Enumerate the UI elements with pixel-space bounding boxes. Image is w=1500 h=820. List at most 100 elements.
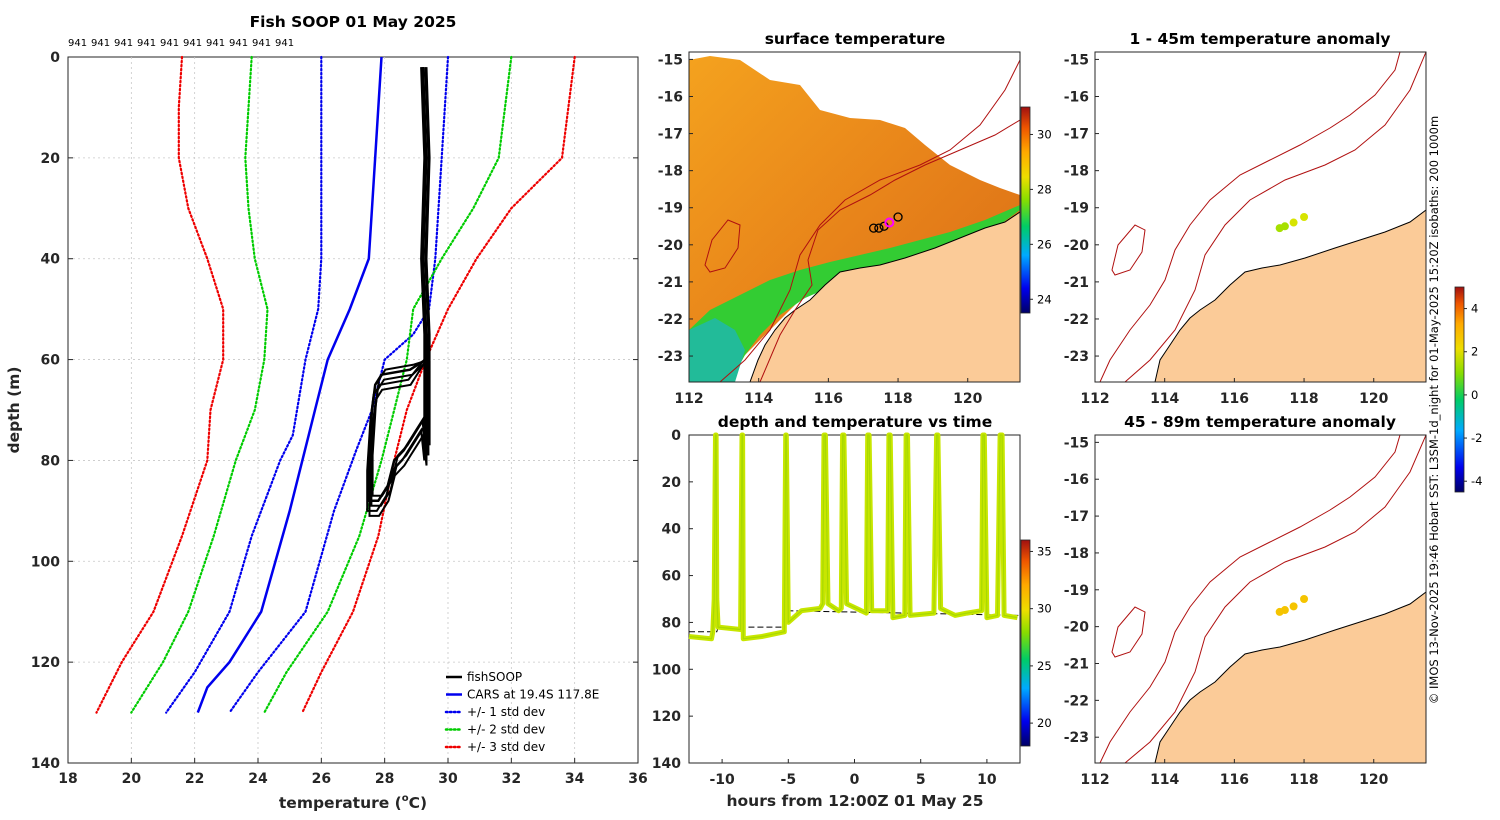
sst-map-title: surface temperature — [765, 30, 946, 48]
sst-colorbar-tick-label: 24 — [1037, 292, 1052, 306]
sst-isobath-bank — [704, 219, 741, 273]
depth-time-xlabel: hours from 12:00Z 01 May 25 — [727, 792, 984, 810]
anomaly-deep-panel: 45 - 89m temperature anomaly 112 114 116 11… — [1064, 413, 1427, 788]
anomaly-deep-x-ticks: 112 114 116 118 120 — [1080, 759, 1389, 788]
anomaly-deep-point — [1280, 606, 1289, 615]
profile-x-tick-label: 34 — [565, 771, 585, 787]
sst-colorbar-tick-label: 28 — [1037, 182, 1052, 196]
anomaly-shallow-y-tick-label: -15 — [1064, 52, 1089, 68]
anomaly-colorbar-tick-label: -2 — [1471, 431, 1482, 445]
depth-time-colorbar-tick-label: 20 — [1037, 716, 1052, 730]
anomaly-deep-point — [1300, 595, 1309, 603]
anomaly-deep-y-tick-label: -23 — [1064, 730, 1089, 746]
profile-x-tick-label: 22 — [185, 771, 204, 787]
sst-colorbar-tick-label: 26 — [1037, 237, 1052, 251]
sst-land — [749, 211, 1020, 382]
profile-legend-label: fishSOOP — [467, 670, 522, 684]
profile-legend-label: +/- 2 std dev — [467, 723, 545, 737]
profile-id-label: 941 — [91, 38, 110, 49]
depth-time-colorbar-ticks: 35 30 25 20 — [1030, 544, 1052, 730]
sst-map-y-tick-label: -18 — [658, 164, 683, 180]
sst-map-y-tick-label: -22 — [658, 312, 683, 328]
depth-time-x-tick-label: 10 — [977, 772, 997, 788]
profile-panel: Fish SOOP 01 May 2025 941 941 941 941 941 941… — [5, 13, 648, 812]
sst-map-y-tick-label: -23 — [658, 349, 683, 365]
anomaly-shallow-x-tick-label: 116 — [1220, 391, 1249, 407]
sst-fish-position — [869, 223, 879, 233]
profile-x-tick-label: 18 — [58, 771, 77, 787]
anomaly-deep-points — [1275, 595, 1309, 616]
anomaly-deep-y-tick-label: -18 — [1064, 546, 1089, 562]
profile-x-tick-label: 36 — [628, 771, 647, 787]
sst-map-x-ticks: 112 114 116 118 120 — [674, 378, 983, 407]
profile-y-tick-label: 60 — [41, 353, 61, 369]
sst-map-panel: surface temperature — [658, 30, 1052, 407]
profile-y-tick-label: 120 — [31, 655, 60, 671]
profile-y-ticks: 0 20 40 60 80 100 120 140 — [31, 50, 638, 772]
anomaly-shallow-y-tick-label: -19 — [1064, 201, 1089, 217]
depth-time-colorbar-tick-label: 35 — [1037, 544, 1052, 558]
depth-time-colorbar-tick-label: 30 — [1037, 602, 1052, 616]
sst-isobath-200 — [719, 59, 1020, 382]
depth-time-colorbar — [1020, 539, 1031, 747]
depth-time-y-tick-label: 100 — [652, 662, 681, 678]
anomaly-shallow-isobath-1000 — [1099, 52, 1401, 382]
depth-time-x-tick-label: -10 — [709, 772, 735, 788]
profile-y-tick-label: 80 — [41, 453, 61, 469]
anomaly-deep-y-tick-label: -16 — [1064, 472, 1089, 488]
anomaly-deep-x-tick-label: 118 — [1289, 772, 1318, 788]
profile-y-tick-label: 20 — [41, 151, 61, 167]
profile-id-label: 941 — [160, 38, 179, 49]
profile-legend-label: CARS at 19.4S 117.8E — [467, 688, 599, 702]
anomaly-shallow-point — [1280, 222, 1289, 231]
anomaly-shallow-y-tick-label: -18 — [1064, 164, 1089, 180]
depth-time-y-tick-label: 0 — [671, 428, 681, 444]
profile-legend-label: +/- 1 std dev — [467, 705, 545, 719]
sst-map-x-tick-label: 118 — [883, 391, 912, 407]
anomaly-shallow-y-ticks: -15 -16 -17 -18 -19 -20 -21 -22 -23 — [1064, 52, 1099, 365]
anomaly-shallow-map — [1099, 52, 1426, 382]
anomaly-colorbar-ticks: 4 2 0 -2 -4 — [1464, 302, 1482, 488]
profile-x-tick-label: 20 — [122, 771, 142, 787]
anomaly-shallow-y-tick-label: -17 — [1064, 127, 1089, 143]
depth-time-title: depth and temperature vs time — [718, 413, 992, 431]
sst-colorbar-ticks: 30 28 26 24 — [1030, 127, 1052, 306]
depth-time-y-tick-label: 120 — [652, 709, 681, 725]
anomaly-deep-x-tick-label: 112 — [1080, 772, 1109, 788]
profile-series-line — [263, 55, 513, 714]
anomaly-shallow-points — [1275, 213, 1309, 233]
anomaly-shallow-x-tick-label: 114 — [1150, 391, 1179, 407]
anomaly-colorbar-tick-label: -4 — [1471, 474, 1482, 488]
depth-time-panel: depth and temperature vs time -10 -5 0 5 10 … — [652, 413, 1052, 810]
depth-time-y-tick-label: 40 — [662, 522, 682, 538]
profile-series-line — [196, 56, 383, 714]
sst-map-y-tick-label: -16 — [658, 89, 683, 105]
profile-x-tick-label: 28 — [375, 771, 394, 787]
anomaly-deep-map — [1099, 435, 1426, 763]
profile-series-line — [228, 55, 450, 714]
profile-id-label: 941 — [252, 38, 271, 49]
profile-id-label: 941 — [206, 38, 225, 49]
anomaly-deep-y-tick-label: -19 — [1064, 583, 1089, 599]
anomaly-deep-isobath-bank — [1111, 606, 1146, 658]
sst-map-y-tick-label: -19 — [658, 201, 683, 217]
anomaly-deep-y-tick-label: -20 — [1064, 620, 1090, 636]
anomaly-deep-point — [1289, 602, 1298, 611]
anomaly-deep-x-tick-label: 120 — [1359, 772, 1388, 788]
sst-map-y-tick-label: -15 — [658, 52, 683, 68]
depth-time-x-tick-label: 0 — [850, 772, 860, 788]
profile-legend: fishSOOP CARS at 19.4S 117.8E +/- 1 std de… — [444, 670, 599, 754]
anomaly-deep-isobath-200 — [1124, 435, 1426, 763]
anomaly-shallow-point — [1289, 218, 1298, 227]
profile-id-label: 941 — [114, 38, 133, 49]
anomaly-shallow-y-tick-label: -23 — [1064, 349, 1089, 365]
anomaly-deep-x-tick-label: 114 — [1150, 772, 1179, 788]
profile-y-tick-label: 100 — [31, 554, 60, 570]
sst-cloud — [760, 52, 1020, 175]
profile-id-label: 941 — [229, 38, 248, 49]
profile-x-tick-label: 30 — [438, 771, 458, 787]
profile-x-ticks: 18 20 22 24 26 28 30 32 34 36 — [58, 758, 648, 787]
sst-cool-patch — [689, 318, 745, 382]
anomaly-shallow-y-tick-label: -20 — [1064, 238, 1090, 254]
